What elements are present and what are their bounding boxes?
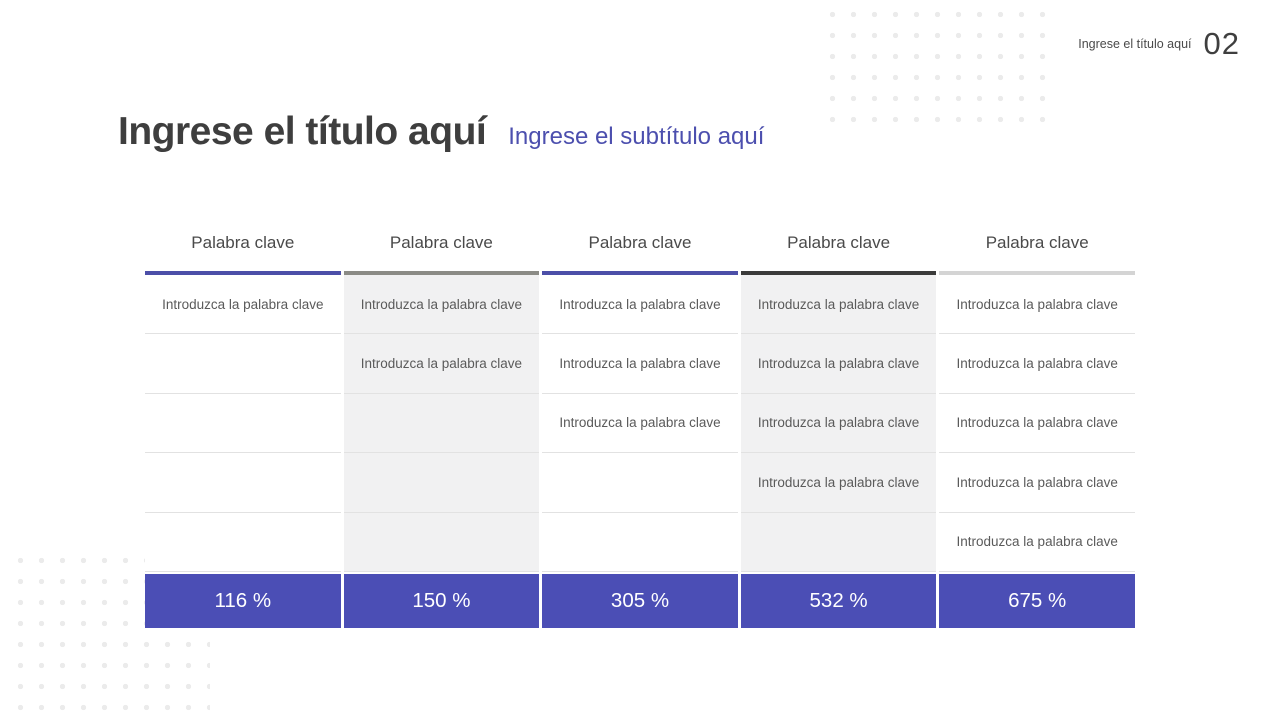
page-header: Ingrese el título aquí 02	[1078, 26, 1240, 62]
column-total-percentage: 305 %	[542, 573, 738, 628]
column-body: Introduzca la palabra clave Introduzca l…	[343, 275, 540, 572]
table-cell	[343, 453, 540, 513]
table-cell	[740, 513, 937, 572]
column-accent-bar	[343, 271, 540, 275]
running-header-label: Ingrese el título aquí	[1078, 37, 1192, 51]
column-total-percentage: 150 %	[343, 573, 540, 628]
column-body: Introduzca la palabra clave Introduzca l…	[939, 275, 1135, 572]
column-accent-bar	[145, 271, 341, 275]
column-accent-bar	[939, 271, 1135, 275]
keyword-table: Palabra clave Introduzca la palabra clav…	[145, 215, 1135, 628]
slide-subtitle: Ingrese el subtítulo aquí	[508, 123, 765, 150]
table-cell: Introduzca la palabra clave	[939, 453, 1135, 513]
table-column-4: Palabra clave Introduzca la palabra clav…	[740, 215, 937, 628]
table-cell: Introduzca la palabra clave	[542, 394, 738, 454]
slide-title: Ingrese el título aquí	[118, 110, 487, 153]
table-cell: Introduzca la palabra clave	[145, 275, 341, 335]
table-cell: Introduzca la palabra clave	[740, 275, 937, 335]
table-column-2: Palabra clave Introduzca la palabra clav…	[343, 215, 540, 628]
column-header: Palabra clave	[191, 233, 295, 252]
table-cell: Introduzca la palabra clave	[740, 394, 937, 454]
table-cell	[542, 453, 738, 513]
table-cell	[145, 453, 341, 513]
column-total-percentage: 116 %	[145, 573, 341, 628]
column-total-percentage: 532 %	[740, 573, 937, 628]
column-accent-bar	[740, 271, 937, 275]
column-body: Introduzca la palabra clave Introduzca l…	[740, 275, 937, 572]
table-cell	[145, 334, 341, 394]
column-body: Introduzca la palabra clave	[145, 275, 341, 572]
page-number: 02	[1203, 26, 1240, 61]
table-cell: Introduzca la palabra clave	[542, 334, 738, 394]
table-cell: Introduzca la palabra clave	[939, 513, 1135, 572]
table-cell: Introduzca la palabra clave	[939, 334, 1135, 394]
title-block: Ingrese el título aquí Ingrese el subtít…	[118, 110, 764, 154]
dot-pattern-top-right	[818, 0, 1056, 130]
table-cell: Introduzca la palabra clave	[740, 334, 937, 394]
table-cell: Introduzca la palabra clave	[939, 275, 1135, 335]
table-column-1: Palabra clave Introduzca la palabra clav…	[145, 215, 341, 628]
column-header: Palabra clave	[985, 233, 1089, 252]
column-total-percentage: 675 %	[939, 573, 1135, 628]
table-cell	[343, 513, 540, 572]
table-cell: Introduzca la palabra clave	[343, 275, 540, 335]
column-body: Introduzca la palabra clave Introduzca l…	[542, 275, 738, 572]
table-cell	[343, 394, 540, 454]
table-cell	[145, 394, 341, 454]
table-cell	[542, 513, 738, 572]
column-accent-bar	[542, 271, 738, 275]
column-header: Palabra clave	[787, 233, 891, 252]
table-cell: Introduzca la palabra clave	[939, 394, 1135, 454]
table-cell: Introduzca la palabra clave	[542, 275, 738, 335]
column-header: Palabra clave	[588, 233, 692, 252]
column-header: Palabra clave	[389, 233, 493, 252]
table-cell: Introduzca la palabra clave	[740, 453, 937, 513]
table-column-5: Palabra clave Introduzca la palabra clav…	[939, 215, 1135, 628]
table-cell	[145, 513, 341, 572]
table-cell: Introduzca la palabra clave	[343, 334, 540, 394]
table-column-3: Palabra clave Introduzca la palabra clav…	[542, 215, 738, 628]
